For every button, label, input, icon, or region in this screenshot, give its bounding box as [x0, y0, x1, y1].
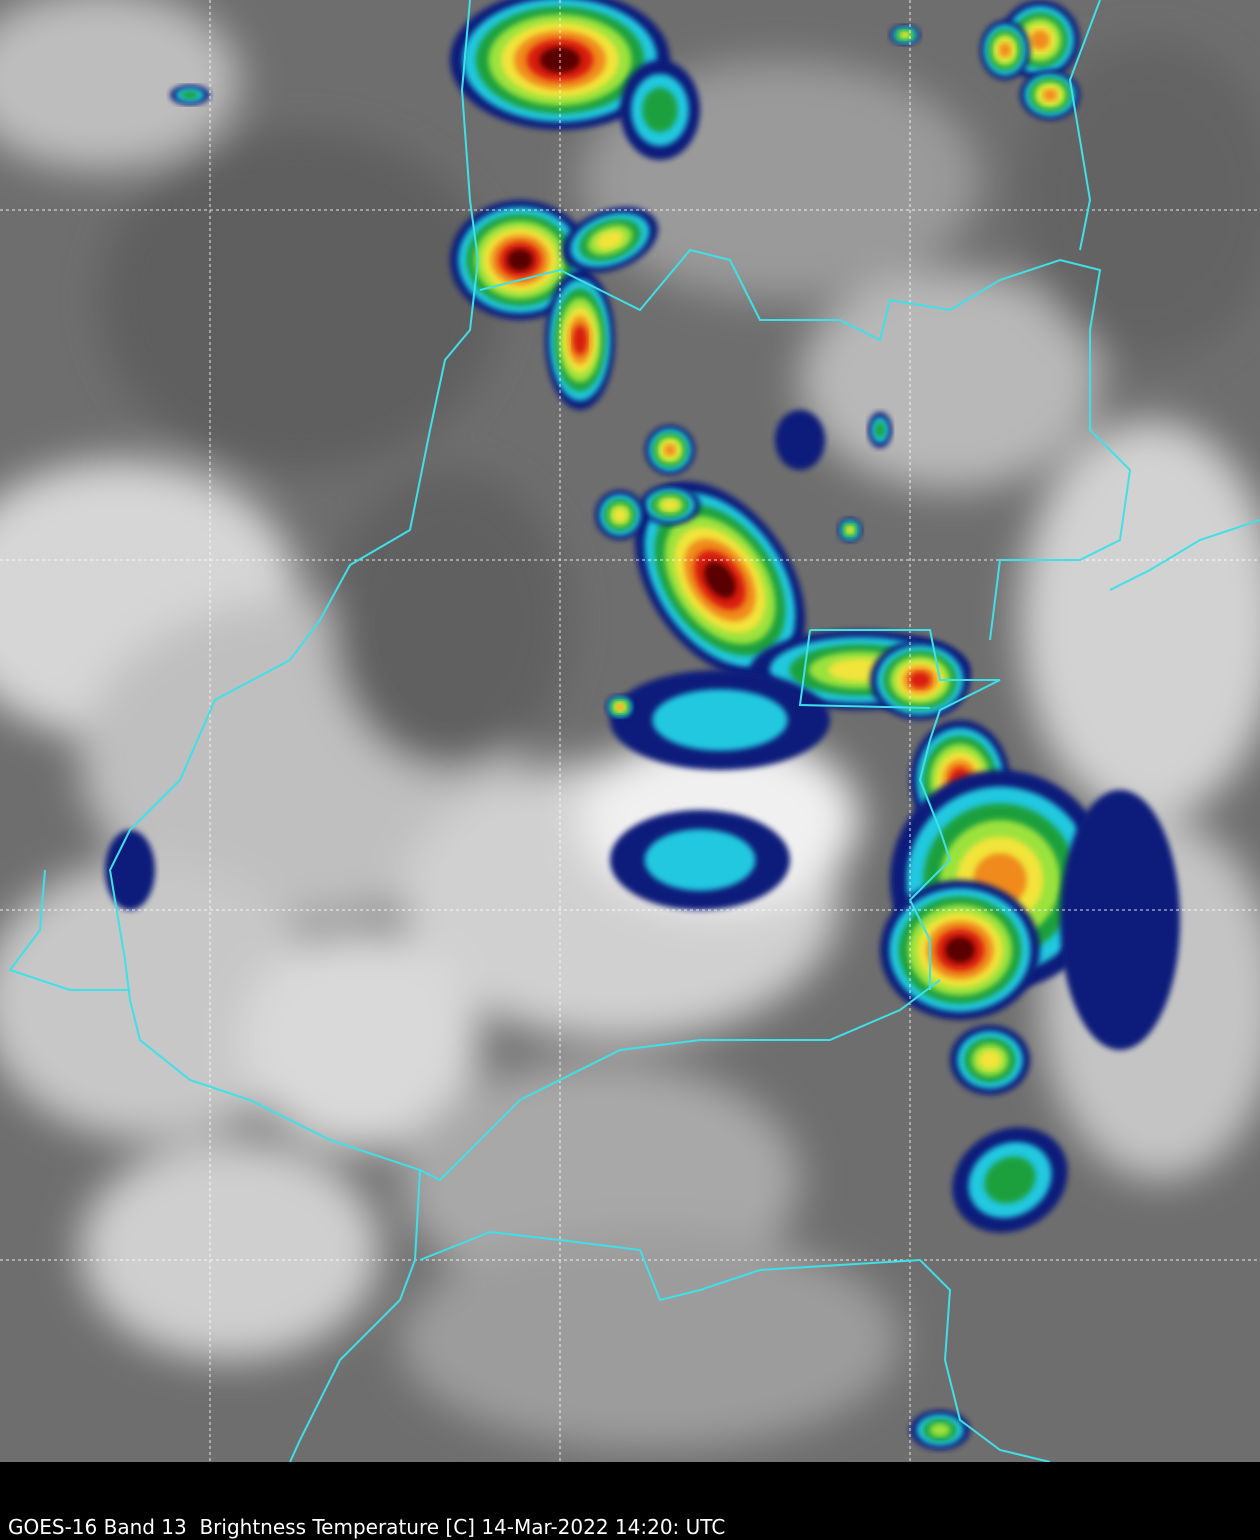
storm-layer: [900, 32, 910, 38]
storm-layer: [874, 422, 886, 438]
storm-layer: [105, 830, 155, 910]
storm-layer: [998, 42, 1012, 58]
storm-layer: [1042, 88, 1058, 102]
storm-layer: [652, 689, 788, 751]
storm-layer: [663, 443, 677, 457]
storm-layer: [644, 829, 756, 891]
storm-layer: [1030, 30, 1050, 50]
borders: [8, 0, 1260, 1463]
storm-layer: [181, 90, 199, 100]
caption-bar: [0, 1462, 1260, 1540]
storm-layer: [704, 561, 736, 599]
storm-layer: [616, 704, 624, 710]
storm-layer: [596, 230, 624, 250]
convective-cells: [105, 0, 1180, 1450]
storm-layer: [945, 936, 975, 964]
storm-layer: [612, 507, 628, 523]
storm-layer: [642, 87, 678, 133]
storm-layer: [909, 671, 931, 689]
storm-layer: [661, 499, 679, 511]
caption: GOES-16 Band 13 Brightness Temperature […: [8, 1515, 725, 1539]
storm-layer: [846, 526, 854, 534]
storm-layer: [506, 248, 534, 272]
storm-layer: [984, 1156, 1036, 1204]
graticule: [0, 0, 1260, 1462]
storm-layer: [775, 410, 825, 470]
storm-layer: [572, 325, 588, 355]
storm-layer: [1060, 790, 1180, 1050]
storm-layer: [978, 1050, 1002, 1070]
storm-layer: [929, 1423, 951, 1437]
